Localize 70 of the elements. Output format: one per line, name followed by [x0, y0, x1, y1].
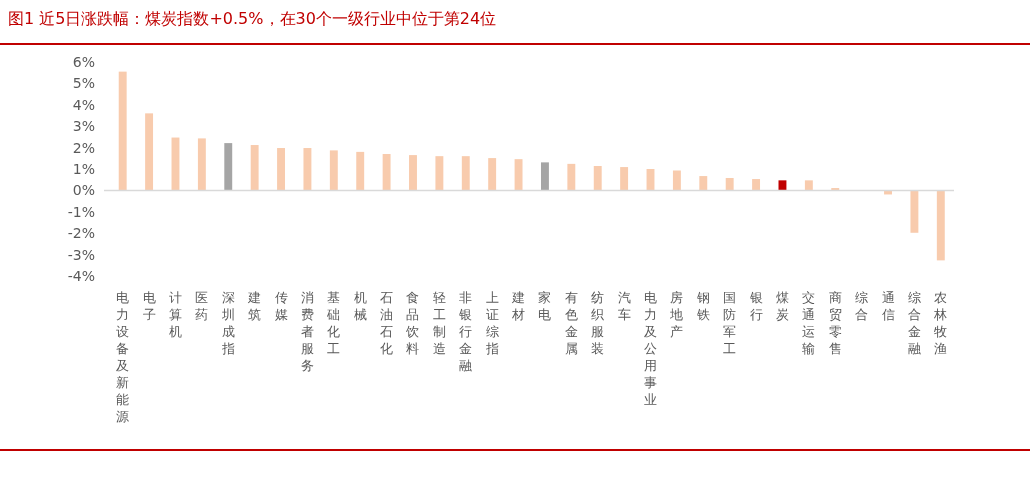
x-tick-label: 电子: [142, 289, 156, 322]
x-tick-label: 石油石化: [380, 289, 394, 356]
x-tick-label: 传媒: [274, 289, 288, 322]
bar: [699, 176, 708, 191]
x-tick-label: 有色金属: [564, 289, 578, 356]
y-tick-label: 6%: [72, 53, 95, 70]
bar: [277, 148, 285, 191]
bar: [382, 154, 391, 191]
x-tick-label: 上证综指: [484, 289, 499, 356]
bar: [593, 166, 602, 191]
bar: [804, 180, 813, 191]
bar: [910, 190, 919, 233]
x-tick-label: 农林牧渔: [933, 289, 948, 356]
y-tick-label: -1%: [67, 203, 95, 220]
x-tick-label: 建材: [511, 289, 526, 322]
x-tick-label: 基础化工: [326, 289, 341, 356]
bar: [197, 138, 206, 191]
x-tick-label: 煤炭: [775, 289, 789, 322]
bar: [540, 162, 549, 191]
x-tick-label: 房地产: [669, 289, 684, 339]
x-tick-label: 家电: [538, 289, 552, 322]
bar: [725, 177, 734, 191]
bar: [514, 159, 523, 191]
x-tick-label: 轻工制造: [432, 289, 446, 356]
x-tick-label: 消费者服务: [300, 289, 314, 373]
bar: [567, 163, 576, 191]
y-tick-label: 5%: [72, 75, 95, 92]
bar: [409, 155, 417, 191]
bar: [356, 151, 365, 191]
x-tick-label: 纺织服装: [591, 289, 605, 356]
bar: [488, 158, 497, 191]
y-tick-label: 1%: [72, 160, 95, 177]
x-tick-label: 汽车: [617, 289, 631, 322]
bar: [620, 167, 629, 191]
x-tick-label: 非银行金融: [458, 289, 473, 373]
x-tick-label: 综合金融: [907, 289, 921, 356]
bar: [250, 145, 259, 191]
bar: [303, 148, 312, 191]
bar: [435, 156, 444, 191]
y-tick-label: 0%: [72, 182, 95, 199]
x-tick-label: 电力及公用事业: [644, 289, 658, 407]
x-tick-label: 通信: [881, 289, 895, 322]
y-tick-label: -4%: [67, 267, 95, 284]
x-tick-label: 医药: [195, 289, 209, 322]
x-tick-label: 建筑: [247, 289, 262, 322]
x-tick-label: 食品饮料: [405, 289, 420, 356]
x-tick-label: 国防军工: [723, 289, 737, 356]
y-tick-label: 3%: [72, 118, 95, 135]
x-tick-label: 机械: [353, 289, 367, 322]
bar: [461, 156, 470, 191]
y-tick-label: 2%: [72, 139, 95, 156]
bar: [224, 143, 233, 191]
bar: [145, 113, 154, 191]
y-tick-label: -2%: [67, 225, 95, 242]
y-tick-label: -3%: [67, 246, 95, 263]
x-tick-label: 钢铁: [695, 289, 710, 322]
bar: [118, 71, 127, 191]
x-tick-label: 交通运输: [802, 289, 816, 356]
x-tick-label: 银行: [748, 289, 763, 322]
bar: [329, 150, 338, 191]
y-tick-label: 4%: [72, 96, 95, 113]
bar: [936, 190, 945, 261]
x-tick-label: 综合: [855, 289, 869, 322]
x-tick-label: 电力设备及新能源: [116, 289, 130, 424]
x-tick-label: 商贸零售: [828, 289, 842, 356]
bar: [752, 179, 761, 191]
bar: [672, 170, 681, 191]
x-tick-label: 计算机: [168, 289, 182, 339]
x-tick-label: 深圳成指: [220, 289, 235, 356]
chart-title: 图1 近5日涨跌幅：煤炭指数+0.5%，在30个一级行业中位于第24位: [8, 9, 497, 28]
